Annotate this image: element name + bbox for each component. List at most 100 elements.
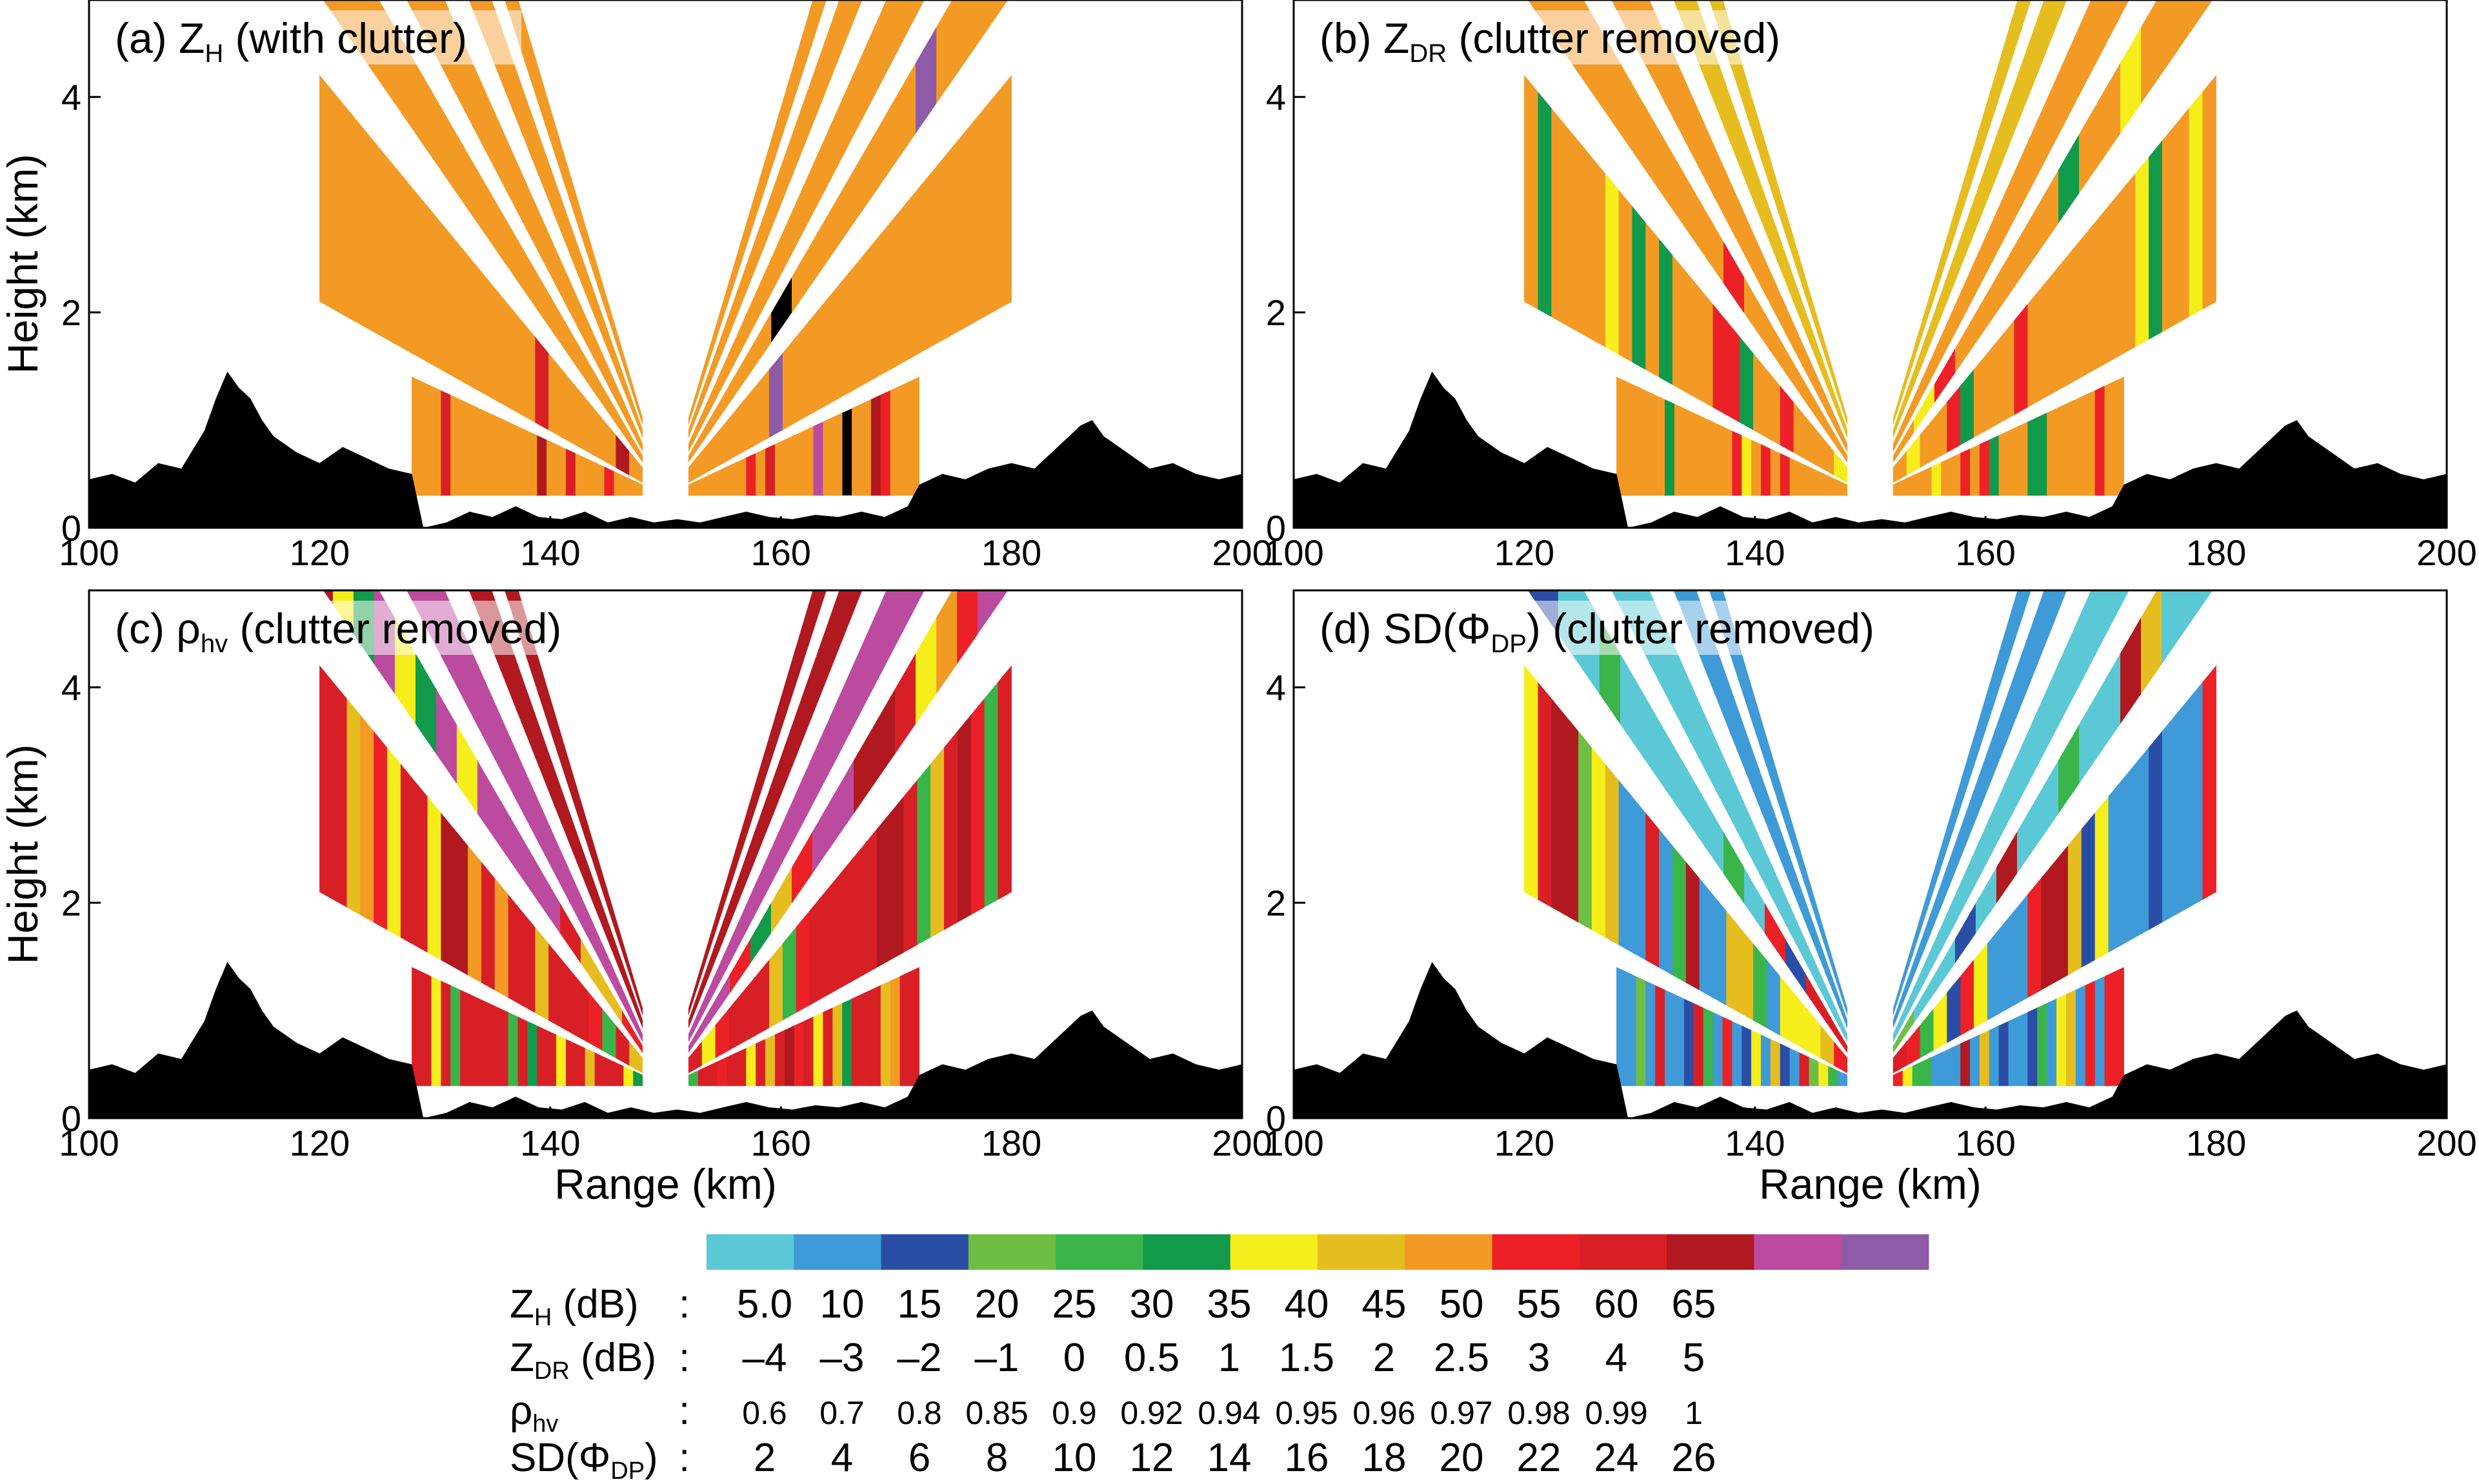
beam-segment bbox=[188, 261, 208, 425]
colorbar-swatch bbox=[794, 1234, 882, 1270]
beam-segment bbox=[521, 910, 536, 1013]
x-tick-label: 120 bbox=[290, 532, 350, 573]
beam-segment bbox=[2116, 0, 2129, 25]
panel-variable: SD(Φ bbox=[1383, 605, 1490, 652]
beam-segment bbox=[1989, 1025, 2000, 1087]
beam-segment bbox=[957, 123, 972, 332]
panel-note: (with clutter) bbox=[223, 14, 467, 62]
beam-segment bbox=[701, 434, 716, 476]
beam-segment bbox=[2056, 403, 2067, 496]
beam-segment bbox=[1537, 91, 1552, 317]
beam-segment bbox=[450, 985, 461, 1087]
terrain bbox=[89, 371, 1242, 528]
beam-segment bbox=[796, 910, 810, 1013]
x-tick-label: 100 bbox=[1263, 1123, 1323, 1163]
beam-segment bbox=[1947, 385, 1961, 453]
beam-segment bbox=[2056, 994, 2067, 1087]
colorbar-swatch bbox=[1143, 1234, 1231, 1270]
beam-segment bbox=[2122, 172, 2136, 355]
beam-segment bbox=[1564, 714, 1579, 923]
beam-segment bbox=[2116, 590, 2129, 615]
x-tick-label: 180 bbox=[2186, 1123, 2246, 1163]
beam-segment bbox=[623, 475, 634, 496]
y-tick-label: 2 bbox=[61, 883, 81, 923]
beam-segment bbox=[497, 795, 519, 874]
colorbar-swatch bbox=[1230, 1234, 1318, 1270]
beam-segment bbox=[895, 652, 916, 754]
title-backdrop bbox=[108, 10, 521, 65]
y-axis-label: Height (km) bbox=[0, 154, 46, 374]
beam-segment bbox=[2085, 390, 2096, 496]
x-tick-label: 120 bbox=[1494, 532, 1554, 573]
x-tick-label: 140 bbox=[1725, 532, 1785, 573]
beam-segment bbox=[1941, 1048, 1951, 1087]
beam-segment bbox=[936, 0, 958, 104]
beam-segment bbox=[2256, 159, 2283, 348]
beam-segment bbox=[2016, 590, 2031, 636]
beam-segment bbox=[2135, 747, 2149, 938]
beam-segment bbox=[436, 97, 457, 194]
panel-title: (b) ZDR (clutter removed) bbox=[1320, 14, 1780, 68]
beam-segment bbox=[561, 368, 576, 446]
x-axis-label: Range (km) bbox=[554, 1160, 777, 1208]
legend-value: 16 bbox=[1285, 1436, 1329, 1480]
beam-segment bbox=[2017, 795, 2038, 874]
beam-segment bbox=[863, 828, 878, 976]
legend-value: 30 bbox=[1130, 1282, 1174, 1327]
beam-segment bbox=[2027, 417, 2038, 496]
legend-value: 4 bbox=[1605, 1336, 1627, 1380]
legend-value: 0.7 bbox=[819, 1395, 865, 1431]
beam-segment bbox=[1960, 368, 1974, 446]
beam-segment bbox=[1063, 0, 1101, 83]
legend-value: 15 bbox=[898, 1282, 942, 1327]
beam-segment bbox=[1827, 475, 1838, 496]
beam-segment bbox=[1680, 659, 1709, 776]
beam-segment bbox=[1712, 421, 1723, 496]
beam-segment bbox=[1739, 927, 1754, 1021]
beam-segment bbox=[450, 394, 461, 496]
beam-segment bbox=[1658, 828, 1672, 976]
beam-segment bbox=[1527, 590, 1538, 605]
beam-segment bbox=[565, 1039, 576, 1087]
legend-value: 60 bbox=[1594, 1282, 1639, 1327]
beam-segment bbox=[1789, 1048, 1800, 1087]
beam-segment bbox=[469, 403, 479, 496]
plot-frame bbox=[1292, 589, 2448, 1119]
plot-area-b bbox=[1294, 0, 2447, 528]
beam-segment bbox=[742, 385, 756, 453]
beam-segment bbox=[413, 779, 428, 953]
beam-segment bbox=[794, 430, 805, 496]
beam-segment bbox=[771, 277, 792, 343]
beam-segment bbox=[2182, 0, 2203, 45]
beam-segment bbox=[1699, 287, 1713, 408]
beam-segment bbox=[850, 845, 864, 983]
beam-segment bbox=[497, 205, 519, 283]
beam-segment bbox=[1987, 336, 2002, 430]
beam-segment bbox=[756, 368, 770, 446]
beam-segment bbox=[2079, 688, 2100, 784]
colorbar-swatch bbox=[1579, 1234, 1667, 1270]
beam-segment bbox=[707, 1061, 718, 1087]
beam-segment bbox=[916, 26, 937, 134]
beam-segment bbox=[838, 590, 863, 650]
beam-segment bbox=[861, 989, 872, 1087]
legend-row-colon: : bbox=[679, 1436, 690, 1480]
legend-value: 0.6 bbox=[742, 1395, 787, 1431]
beam-segment bbox=[717, 466, 728, 496]
beam-segment bbox=[852, 403, 862, 496]
panel-variable-sub: H bbox=[205, 39, 223, 68]
x-tick-label: 180 bbox=[981, 1123, 1041, 1163]
beam-segment bbox=[842, 408, 852, 496]
beam-segment bbox=[2027, 877, 2042, 998]
beam-segment bbox=[2104, 381, 2114, 496]
beam-segment bbox=[1912, 470, 1923, 496]
beam-segment bbox=[1674, 403, 1684, 496]
x-tick-label: 120 bbox=[290, 1123, 350, 1163]
y-tick-label: 0 bbox=[1266, 508, 1286, 548]
beam-segment bbox=[2141, 590, 2162, 694]
beam-segment bbox=[1703, 417, 1713, 496]
beam-segment bbox=[2094, 205, 2109, 370]
beam-segment bbox=[1102, 296, 1123, 454]
beam-segment bbox=[585, 457, 595, 496]
